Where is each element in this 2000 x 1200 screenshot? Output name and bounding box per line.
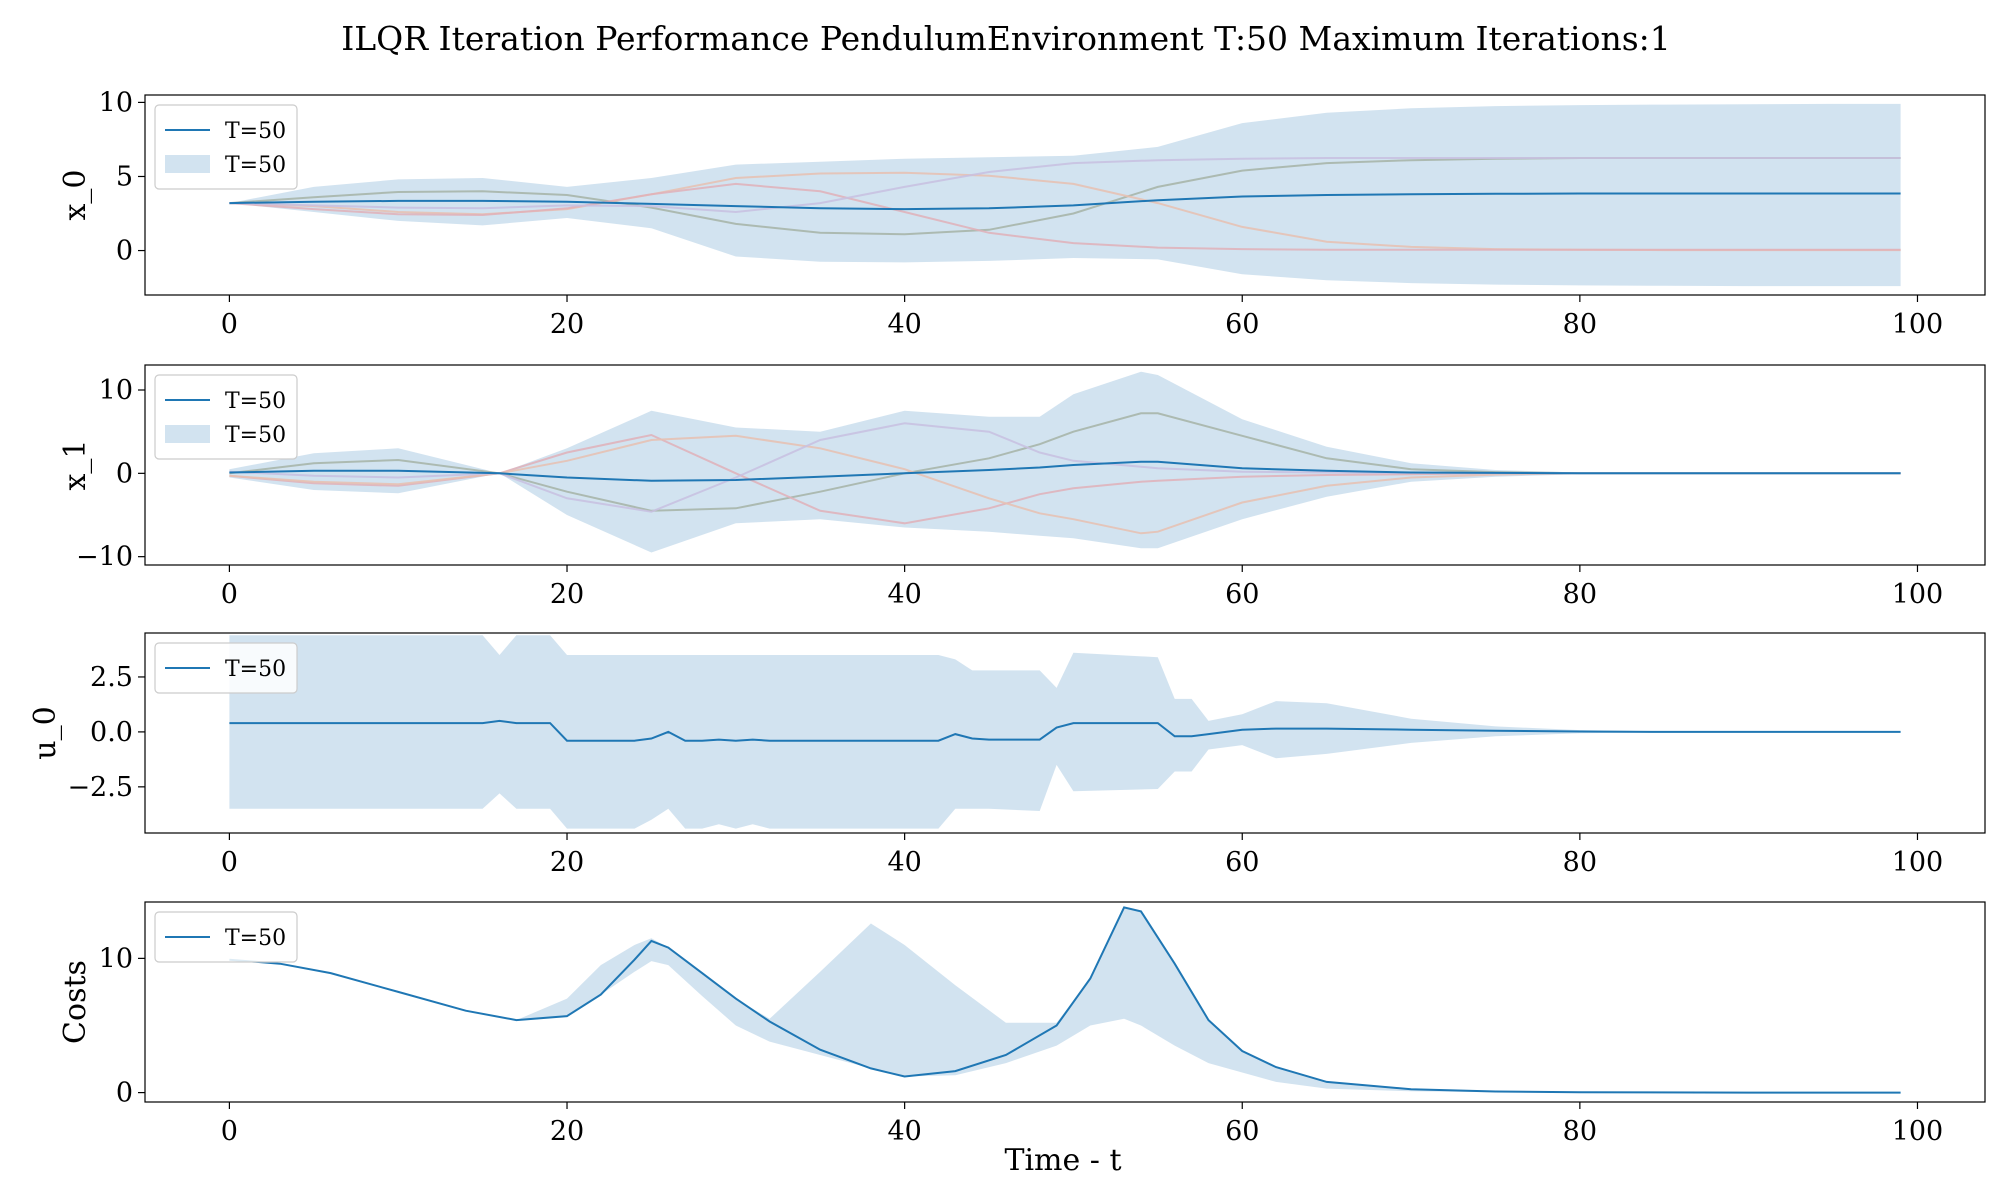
y-tick-label: 0.0	[90, 717, 133, 748]
y-tick-label: 10	[99, 375, 133, 406]
x-tick-label: 20	[550, 847, 584, 878]
y-tick-label: 0	[116, 458, 133, 489]
x-tick-label: 40	[887, 309, 921, 340]
y-axis-label: x_1	[58, 439, 93, 490]
plot-area	[229, 103, 1901, 287]
subplot-u_0: 0 20 40 60 80 100 −2.5 0.0 2.5 u_0 T=50	[28, 632, 1986, 878]
y-tick-label: 10	[99, 943, 133, 974]
y-axis-label: Costs	[58, 960, 93, 1044]
axes-frame	[144, 94, 1986, 296]
x-tick-label: 20	[550, 1116, 584, 1147]
y-axis-label: x_0	[58, 169, 93, 220]
x-tick-label: 100	[1892, 1116, 1944, 1147]
subplot-x_1: 0 20 40 60 80 100 −10 0 10 x_1 T=50 T=50	[58, 364, 1986, 610]
x-axis-label: Time - t	[1004, 1143, 1121, 1178]
figure-title: ILQR Iteration Performance PendulumEnvir…	[341, 19, 1671, 58]
uncertainty-band	[229, 635, 1901, 829]
x-tick-label: 100	[1892, 309, 1944, 340]
x-tick-label: 40	[887, 579, 921, 610]
y-tick-label: 5	[116, 161, 133, 192]
x-tick-label: 100	[1892, 579, 1944, 610]
y-tick-label: 10	[99, 87, 133, 118]
y-tick-label: −2.5	[67, 772, 133, 803]
uncertainty-band	[229, 371, 1901, 553]
uncertainty-band	[229, 907, 1901, 1093]
mean-line	[229, 192, 1901, 211]
x-tick-label: 40	[887, 847, 921, 878]
legend-band-swatch	[165, 425, 210, 443]
legend-label: T=50	[225, 926, 286, 951]
y-tick-label: 0	[116, 1078, 133, 1109]
x-tick-label: 80	[1563, 309, 1597, 340]
legend-box	[154, 911, 298, 963]
x-tick-label: 60	[1225, 309, 1259, 340]
legend-label: T=50	[225, 389, 286, 414]
mean-line	[229, 460, 1901, 482]
x-tick-label: 60	[1225, 579, 1259, 610]
legend-box	[154, 642, 298, 694]
x-tick-label: 0	[221, 309, 238, 340]
x-tick-label: 80	[1563, 847, 1597, 878]
legend-band-swatch	[165, 155, 210, 173]
mean-line	[229, 719, 1901, 742]
plot-area	[229, 906, 1901, 1094]
y-tick-label: 2.5	[90, 662, 133, 693]
x-tick-label: 80	[1563, 579, 1597, 610]
sample-trajectory-2	[229, 182, 1901, 251]
axes-frame	[144, 364, 1986, 566]
legend-label: T=50	[225, 153, 286, 178]
x-tick-label: 60	[1225, 847, 1259, 878]
sample-trajectory-3	[229, 157, 1901, 214]
y-tick-label: 0	[116, 236, 133, 267]
axes-frame	[144, 901, 1986, 1103]
x-tick-label: 20	[550, 579, 584, 610]
legend-label: T=50	[225, 657, 286, 682]
x-tick-label: 0	[221, 847, 238, 878]
x-tick-label: 40	[887, 1116, 921, 1147]
mean-line	[229, 906, 1901, 1094]
plot-area	[229, 635, 1901, 829]
y-axis-label: u_0	[28, 706, 63, 759]
plot-area	[229, 371, 1901, 553]
y-tick-label: −10	[76, 542, 133, 573]
x-tick-label: 20	[550, 309, 584, 340]
uncertainty-band	[229, 103, 1901, 287]
legend-label: T=50	[225, 119, 286, 144]
x-tick-label: 0	[221, 579, 238, 610]
x-tick-label: 100	[1892, 847, 1944, 878]
x-tick-label: 80	[1563, 1116, 1597, 1147]
x-tick-label: 0	[221, 1116, 238, 1147]
axes-frame	[144, 632, 1986, 834]
legend-label: T=50	[225, 423, 286, 448]
subplot-x_0: 0 20 40 60 80 100 0 5 10 x_0 T=50 T=50	[58, 87, 1986, 340]
x-tick-label: 60	[1225, 1116, 1259, 1147]
